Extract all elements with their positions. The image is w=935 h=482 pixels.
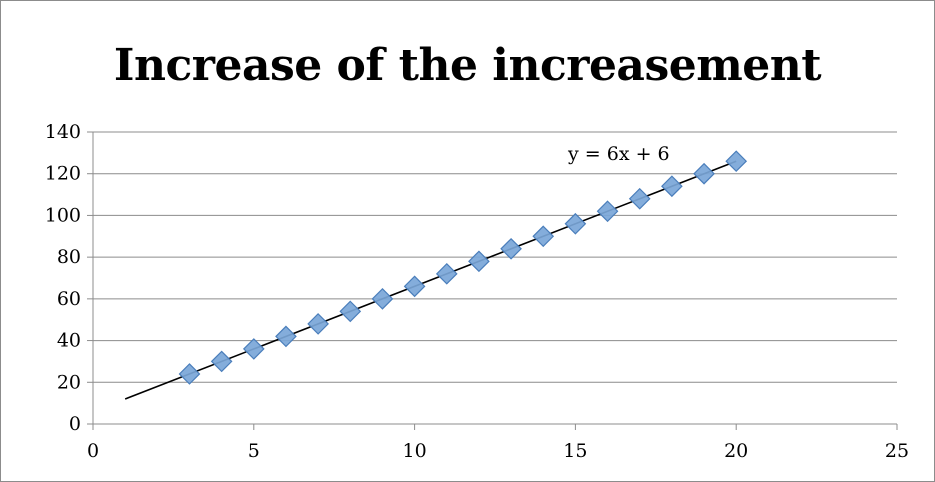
data-point-marker xyxy=(628,187,651,210)
data-point-marker xyxy=(661,175,683,198)
data-point-marker xyxy=(210,350,233,373)
data-point-marker xyxy=(242,338,265,360)
y-tick-label: 140 xyxy=(45,121,81,143)
gridlines xyxy=(93,131,897,383)
data-point-marker xyxy=(435,262,458,285)
data-point-marker xyxy=(725,150,748,173)
x-tick-label: 15 xyxy=(563,440,587,462)
data-point-marker xyxy=(275,325,297,348)
data-point-marker xyxy=(500,237,522,260)
series-markers xyxy=(178,150,748,385)
data-point-marker xyxy=(693,162,715,185)
y-tick-label: 80 xyxy=(57,246,81,268)
x-tick-label: 25 xyxy=(885,440,909,462)
axes xyxy=(87,131,898,430)
y-tick-label: 60 xyxy=(57,288,81,310)
data-point-marker xyxy=(468,250,490,273)
data-point-marker xyxy=(532,225,555,248)
data-point-marker xyxy=(564,212,587,235)
data-point-marker xyxy=(307,313,329,335)
data-point-marker xyxy=(596,200,619,223)
x-tick-label: 0 xyxy=(87,440,99,462)
data-point-marker xyxy=(403,275,426,298)
y-tick-label: 100 xyxy=(45,204,81,226)
data-point-marker xyxy=(371,288,394,310)
y-tick-label: 40 xyxy=(57,330,81,352)
chart-title: Increase of the increasement xyxy=(113,40,822,91)
y-tick-label: 20 xyxy=(57,371,81,393)
y-tick-label: 0 xyxy=(69,413,81,435)
x-tick-label: 20 xyxy=(724,440,748,462)
x-tick-label: 5 xyxy=(248,440,260,462)
x-tick-label: 10 xyxy=(403,440,427,462)
trendline-equation: y = 6x + 6 xyxy=(567,143,670,165)
y-tick-label: 120 xyxy=(45,163,81,185)
data-point-marker xyxy=(178,363,201,385)
labels: y = 6x + 6 0 20 40 60 80 100 120 140 0 5 10 15 20 25 xyxy=(45,121,909,462)
data-point-marker xyxy=(339,300,362,323)
